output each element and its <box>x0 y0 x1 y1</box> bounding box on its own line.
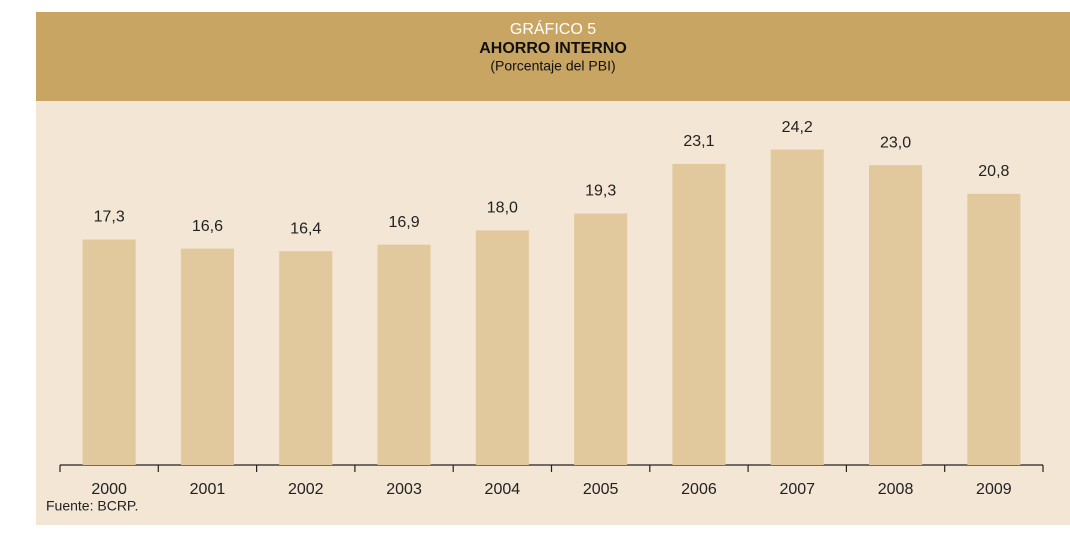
value-label: 18,0 <box>487 200 518 217</box>
bar <box>377 244 431 465</box>
value-label: 17,3 <box>94 209 125 226</box>
bar <box>82 239 136 465</box>
value-label: 16,4 <box>290 220 321 237</box>
x-tick-label: 2009 <box>976 481 1012 498</box>
x-tick-label: 2007 <box>779 481 815 498</box>
bar <box>967 193 1021 465</box>
value-label: 23,1 <box>683 133 714 150</box>
chart-title: AHORRO INTERNO <box>479 40 627 57</box>
x-tick-label: 2000 <box>91 481 127 498</box>
bar <box>869 165 923 465</box>
x-tick-label: 2002 <box>288 481 324 498</box>
value-label: 20,8 <box>978 163 1009 180</box>
value-label: 16,9 <box>388 214 419 231</box>
header-band <box>36 12 1070 101</box>
x-tick-label: 2001 <box>190 481 226 498</box>
chart-subtitle: (Porcentaje del PBI) <box>490 58 615 74</box>
value-label: 24,2 <box>782 119 813 136</box>
chart-label: GRÁFICO 5 <box>510 19 596 38</box>
bar <box>574 213 628 465</box>
bar <box>770 149 824 466</box>
bar <box>475 230 529 465</box>
x-tick-label: 2003 <box>386 481 422 498</box>
bar <box>279 251 333 465</box>
source-note: Fuente: BCRP. <box>46 498 138 514</box>
value-label: 19,3 <box>585 183 616 200</box>
bar <box>180 248 234 465</box>
bar <box>672 163 726 465</box>
value-label: 16,6 <box>192 218 223 235</box>
x-tick-label: 2006 <box>681 481 717 498</box>
x-tick-label: 2004 <box>485 481 521 498</box>
value-label: 23,0 <box>880 134 911 151</box>
x-tick-label: 2008 <box>878 481 914 498</box>
x-tick-label: 2005 <box>583 481 619 498</box>
